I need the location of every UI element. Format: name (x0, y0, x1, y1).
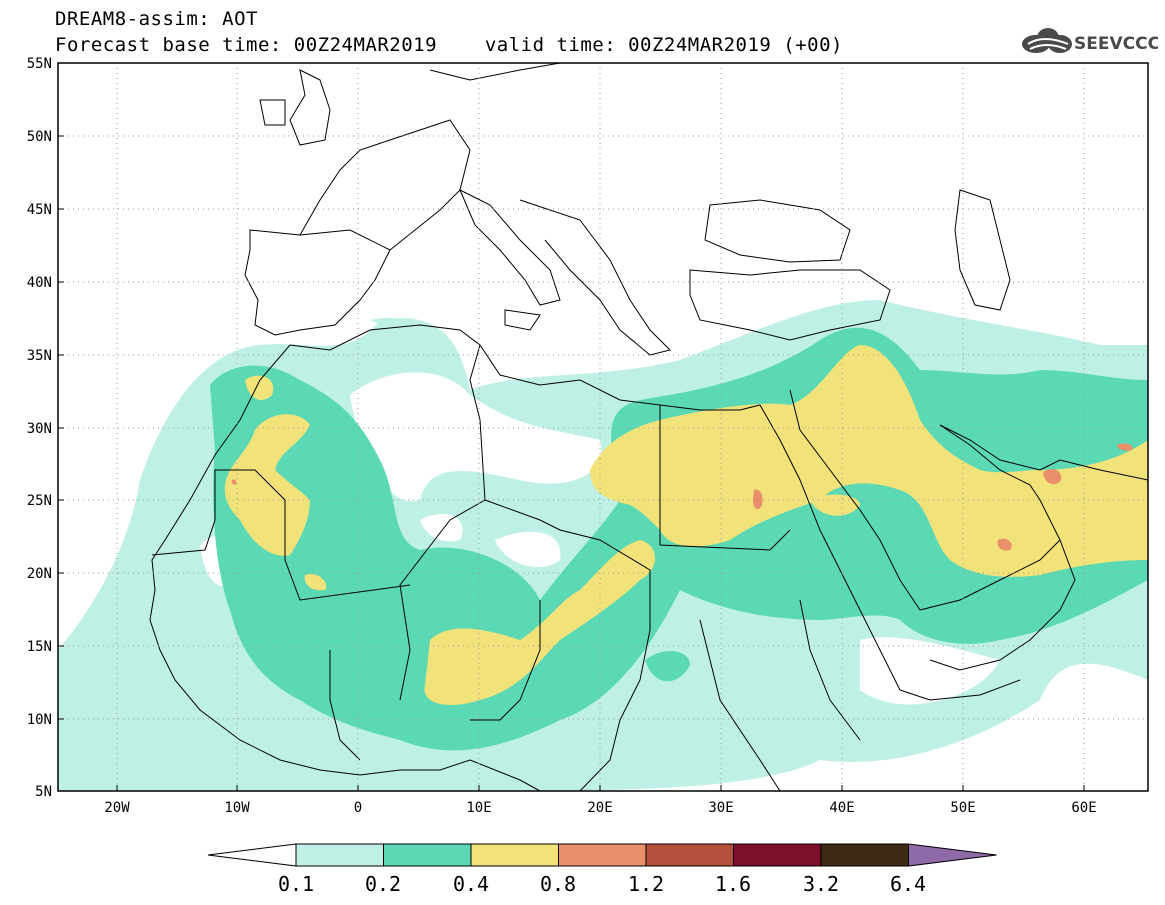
aot-0.4-0.8-region (224, 345, 1148, 705)
coastlines-and-borders (149, 63, 1148, 791)
colorbar-box (645, 843, 734, 867)
colorbar-box (470, 843, 559, 867)
lon-label: 10W (224, 800, 250, 816)
lon-label: 20W (104, 800, 130, 816)
valid-time-label: valid time: 00Z24MAR2019 (+00) (484, 34, 843, 56)
lat-label: 45N (27, 202, 52, 218)
map-title: DREAM8-assim: AOT (55, 8, 258, 30)
lat-label: 40N (27, 275, 52, 291)
lat-label: 20N (27, 566, 52, 582)
lon-label: 30E (708, 800, 733, 816)
colorbar-over-triangle (908, 843, 997, 867)
colorbar-under-triangle (207, 843, 297, 867)
colorbar-label: 0.2 (365, 872, 401, 896)
colorbar-label: 6.4 (890, 872, 926, 896)
cloud-icon (1022, 28, 1072, 53)
colorbar-box (383, 843, 472, 867)
colorbar-label: 1.2 (628, 872, 664, 896)
lon-label: 10E (466, 800, 491, 816)
lon-label: 60E (1071, 800, 1096, 816)
colorbar-box (295, 843, 384, 867)
seevccc-logo: SEEVCCC (1022, 28, 1158, 54)
logo-text: SEEVCCC (1074, 34, 1158, 54)
colorbar-box (820, 843, 909, 867)
colorbar-boxes (207, 843, 997, 867)
lon-label: 40E (829, 800, 854, 816)
time-info: Forecast base time: 00Z24MAR2019 valid t… (55, 34, 843, 56)
axis-ticks (58, 135, 1085, 791)
colorbar-box (558, 843, 647, 867)
aot-0.8-1.2-region (231, 443, 1133, 551)
colorbar-label: 0.8 (540, 872, 576, 896)
colorbar-label: 1.6 (715, 872, 751, 896)
colorbar-label: 0.4 (453, 872, 489, 896)
lon-label: 20E (587, 800, 612, 816)
lat-label: 25N (27, 493, 52, 509)
colorbar-box (733, 843, 822, 867)
lon-label: 0 (354, 800, 362, 816)
graticule (58, 63, 1148, 791)
lat-label: 35N (27, 348, 52, 364)
colorbar-label: 0.1 (278, 872, 314, 896)
colorbar-label: 3.2 (803, 872, 839, 896)
lat-label: 15N (27, 639, 52, 655)
lon-label: 50E (950, 800, 975, 816)
lat-label: 5N (35, 784, 52, 800)
lat-label: 30N (27, 421, 52, 437)
lat-label: 10N (27, 712, 52, 728)
lat-label: 55N (27, 56, 52, 72)
map-frame (57, 62, 1149, 792)
lat-label: 50N (27, 129, 52, 145)
base-time-label: Forecast base time: 00Z24MAR2019 (55, 34, 438, 56)
